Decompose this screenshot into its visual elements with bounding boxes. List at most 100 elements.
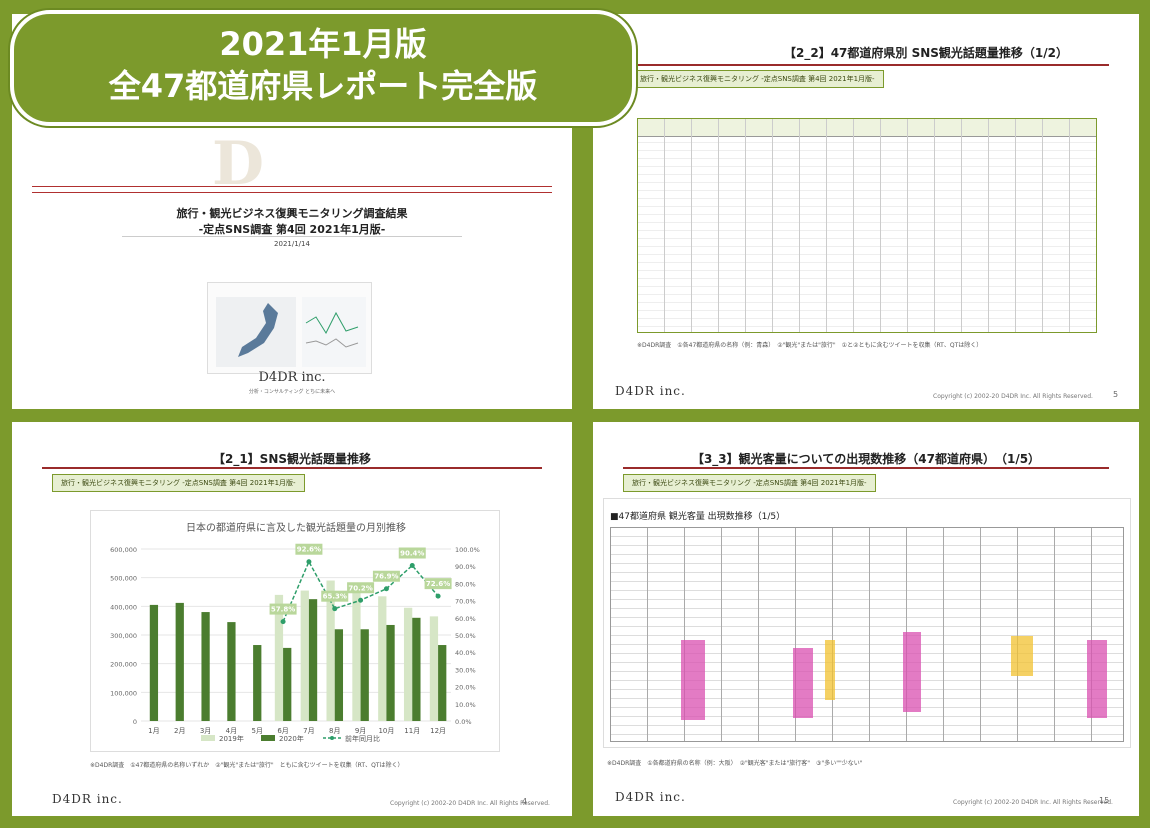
cover-title-line1: 旅行・観光ビジネス復興モニタリング調査結果 bbox=[176, 207, 408, 220]
bar-2020 bbox=[201, 612, 210, 721]
sns-copyright: Copyright (c) 2002-20 D4DR Inc. All Righ… bbox=[390, 800, 550, 807]
pref-slide-rule bbox=[633, 64, 1109, 66]
y2-tick-label: 60.0% bbox=[455, 615, 476, 623]
legend-marker-yoy bbox=[330, 736, 334, 740]
tour-copyright: Copyright (c) 2002-20 D4DR Inc. All Righ… bbox=[953, 799, 1113, 806]
legend-swatch-2020 bbox=[261, 735, 275, 741]
bar-2020 bbox=[175, 602, 184, 721]
bar-2020 bbox=[283, 647, 292, 721]
x-tick-label: 2月 bbox=[174, 727, 185, 735]
data-label-bg bbox=[321, 590, 349, 602]
y2-tick-label: 50.0% bbox=[455, 632, 476, 640]
cover-watermark: D bbox=[212, 129, 265, 199]
highlight-yellow-1 bbox=[825, 640, 835, 700]
x-tick-label: 8月 bbox=[329, 727, 340, 735]
y2-tick-label: 70.0% bbox=[455, 598, 476, 606]
bar-2019 bbox=[274, 594, 284, 721]
prefecture-slide: 【2_2】47都道府県別 SNS観光話題量推移（1/2） 旅行・観光ビジネス復興… bbox=[593, 14, 1139, 409]
x-tick-label: 9月 bbox=[355, 727, 366, 735]
x-tick-label: 11月 bbox=[404, 727, 420, 735]
point-yoy bbox=[358, 597, 364, 603]
data-label-bg bbox=[269, 603, 297, 615]
cover-tagline: 分析・コンサルティング とちに未来へ bbox=[248, 389, 336, 395]
pref-page-number: 5 bbox=[1113, 390, 1119, 399]
cover-date-rule bbox=[122, 236, 462, 237]
sns-chart: 日本の都道府県に言及した観光話題量の月別推移 0 100,000 200,000 300… bbox=[90, 510, 500, 752]
point-yoy bbox=[280, 619, 286, 625]
legend-label-2020: 2020年 bbox=[279, 734, 304, 743]
tourism-slide: 【3_3】観光客量についての出現数推移（47都道府県） （1/5） 旅行・観光ビ… bbox=[593, 422, 1139, 816]
y2-tick-label: 20.0% bbox=[455, 684, 476, 692]
report-banner: 2021年1月版 全47都道府県レポート完全版 bbox=[10, 10, 636, 126]
x-tick-label: 5月 bbox=[252, 727, 263, 735]
y-tick-label: 300,000 bbox=[110, 632, 137, 640]
data-label: 90.4% bbox=[400, 550, 424, 558]
bar-2020 bbox=[412, 617, 421, 721]
sns-footer-logo: D4DR inc. bbox=[52, 792, 123, 806]
y2-tick-label: 10.0% bbox=[455, 701, 476, 709]
bar-2020 bbox=[227, 622, 236, 721]
bar-2020 bbox=[334, 629, 344, 721]
sns-chart-svg: 日本の都道府県に言及した観光話題量の月別推移 0 100,000 200,000 300… bbox=[110, 521, 480, 743]
bar-2019 bbox=[300, 590, 309, 721]
pref-slide-title: 【2_2】47都道府県別 SNS観光話題量推移（1/2） bbox=[784, 46, 1068, 60]
y-tick-label: 0 bbox=[133, 718, 137, 726]
thumbnail-graphic bbox=[216, 297, 366, 367]
y2-tick-label: 30.0% bbox=[455, 666, 476, 674]
highlight-pink-2 bbox=[793, 648, 813, 718]
legend-swatch-2019 bbox=[201, 735, 215, 741]
x-tick-label: 3月 bbox=[200, 727, 211, 735]
bar-2020 bbox=[253, 645, 262, 721]
tour-slide-title: 【3_3】観光客量についての出現数推移（47都道府県） （1/5） bbox=[691, 452, 1041, 466]
pref-footer-logo: D4DR inc. bbox=[615, 384, 686, 398]
tour-table-box: ■47都道府県 観光客量 出現数推移（1/5） bbox=[603, 498, 1131, 748]
data-label: 76.9% bbox=[374, 573, 398, 581]
y-tick-label: 100,000 bbox=[110, 689, 137, 697]
x-tick-label: 1月 bbox=[148, 727, 159, 735]
highlight-pink-1 bbox=[681, 640, 705, 720]
sns-slide-rule bbox=[42, 467, 542, 469]
data-label: 70.2% bbox=[348, 584, 372, 592]
y-tick-label: 500,000 bbox=[110, 575, 137, 583]
pref-note: ※D4DR調査 ①各47都道府県の名称（例：青森） ②"観光"または"旅行" ①… bbox=[637, 342, 983, 349]
banner-line2: 全47都道府県レポート完全版 bbox=[108, 67, 538, 105]
data-label: 57.8% bbox=[271, 606, 295, 614]
bar-2019 bbox=[326, 580, 335, 721]
tour-slide-tag: 旅行・観光ビジネス復興モニタリング -定点SNS調査 第4回 2021年1月版- bbox=[623, 474, 876, 492]
bar-2020 bbox=[386, 624, 395, 721]
point-yoy bbox=[306, 559, 312, 565]
banner-line1: 2021年1月版 bbox=[219, 25, 427, 63]
highlight-pink-3 bbox=[903, 632, 921, 712]
point-yoy bbox=[332, 606, 338, 612]
sns-slide-title: 【2_1】SNS観光話題量推移 bbox=[212, 452, 372, 466]
highlight-yellow-2 bbox=[1011, 636, 1033, 676]
bar-2019 bbox=[429, 616, 439, 721]
bar-2020 bbox=[149, 604, 159, 721]
legend-label-2019: 2019年 bbox=[219, 734, 244, 743]
tour-table bbox=[610, 527, 1124, 742]
pref-copyright: Copyright (c) 2002-20 D4DR Inc. All Righ… bbox=[933, 393, 1093, 400]
bar-2020 bbox=[438, 645, 447, 721]
point-yoy bbox=[383, 586, 389, 592]
bar-2019 bbox=[403, 607, 413, 721]
point-yoy bbox=[435, 593, 441, 599]
cover-logo: D4DR inc. bbox=[258, 370, 326, 385]
legend-label-yoy: 前年同月比 bbox=[345, 734, 380, 743]
y2-tick-label: 100.0% bbox=[455, 546, 480, 554]
highlight-pink-4 bbox=[1087, 640, 1107, 718]
tour-slide-rule bbox=[623, 467, 1109, 469]
y-tick-label: 400,000 bbox=[110, 603, 137, 611]
chart-title: 日本の都道府県に言及した観光話題量の月別推移 bbox=[186, 521, 406, 534]
bar-2019 bbox=[378, 596, 387, 721]
data-label-bg bbox=[347, 582, 375, 594]
pref-table-columns bbox=[638, 119, 1096, 332]
sns-slide: 【2_1】SNS観光話題量推移 旅行・観光ビジネス復興モニタリング -定点SNS… bbox=[12, 422, 572, 816]
x-tick-label: 10月 bbox=[378, 727, 394, 735]
cover-title-line2: -定点SNS調査 第4回 2021年1月版- bbox=[198, 223, 386, 236]
cover-rule-top bbox=[32, 186, 552, 187]
bar-2020 bbox=[360, 629, 369, 721]
cover-thumbnail bbox=[207, 282, 372, 374]
cover-date: 2021/1/14 bbox=[274, 240, 310, 248]
y-tick-label: 200,000 bbox=[110, 661, 137, 669]
data-label: 92.6% bbox=[297, 546, 321, 554]
